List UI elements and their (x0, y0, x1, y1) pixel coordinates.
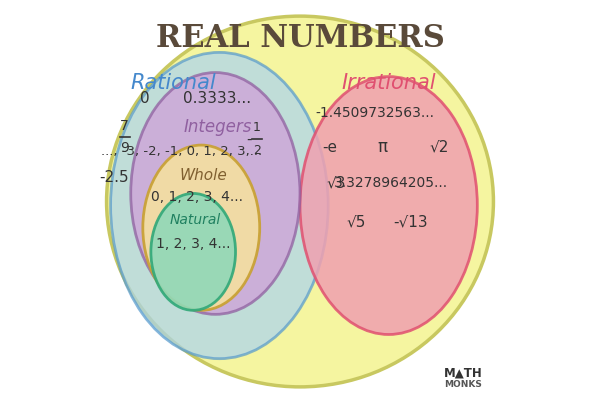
Text: -2.5: -2.5 (99, 170, 128, 185)
Text: -e: -e (323, 139, 338, 155)
Text: 2: 2 (253, 144, 261, 157)
Ellipse shape (110, 52, 328, 359)
Text: -1.4509732563...: -1.4509732563... (315, 106, 434, 120)
Text: Whole: Whole (179, 168, 227, 183)
Text: 0.3333...: 0.3333... (184, 91, 251, 106)
Text: 1: 1 (253, 121, 261, 134)
Text: 0, 1, 2, 3, 4...: 0, 1, 2, 3, 4... (151, 191, 243, 204)
Ellipse shape (143, 145, 260, 310)
Text: REAL NUMBERS: REAL NUMBERS (155, 23, 445, 54)
Ellipse shape (300, 77, 478, 334)
Text: MONKS: MONKS (444, 380, 482, 389)
Text: Irrational: Irrational (341, 73, 436, 93)
Text: √5: √5 (347, 214, 366, 229)
Text: M▲TH: M▲TH (444, 366, 482, 379)
Text: √2: √2 (430, 139, 449, 155)
Text: 0: 0 (140, 91, 149, 106)
Text: 1, 2, 3, 4...: 1, 2, 3, 4... (156, 237, 230, 251)
Text: 7: 7 (121, 119, 129, 133)
Text: -: - (246, 131, 251, 147)
Text: 3.3278964205...: 3.3278964205... (334, 177, 448, 190)
Text: Integers: Integers (183, 118, 251, 136)
Text: -√13: -√13 (394, 214, 428, 229)
Ellipse shape (131, 73, 300, 314)
Ellipse shape (151, 193, 236, 310)
Text: Natural: Natural (170, 213, 221, 226)
Text: Rational: Rational (130, 73, 216, 93)
Text: π: π (377, 138, 388, 156)
Text: √3: √3 (326, 176, 346, 191)
Text: ..., -3, -2, -1, 0, 1, 2, 3,...: ..., -3, -2, -1, 0, 1, 2, 3,... (101, 145, 262, 158)
Text: 9: 9 (120, 141, 129, 155)
Ellipse shape (107, 16, 493, 387)
